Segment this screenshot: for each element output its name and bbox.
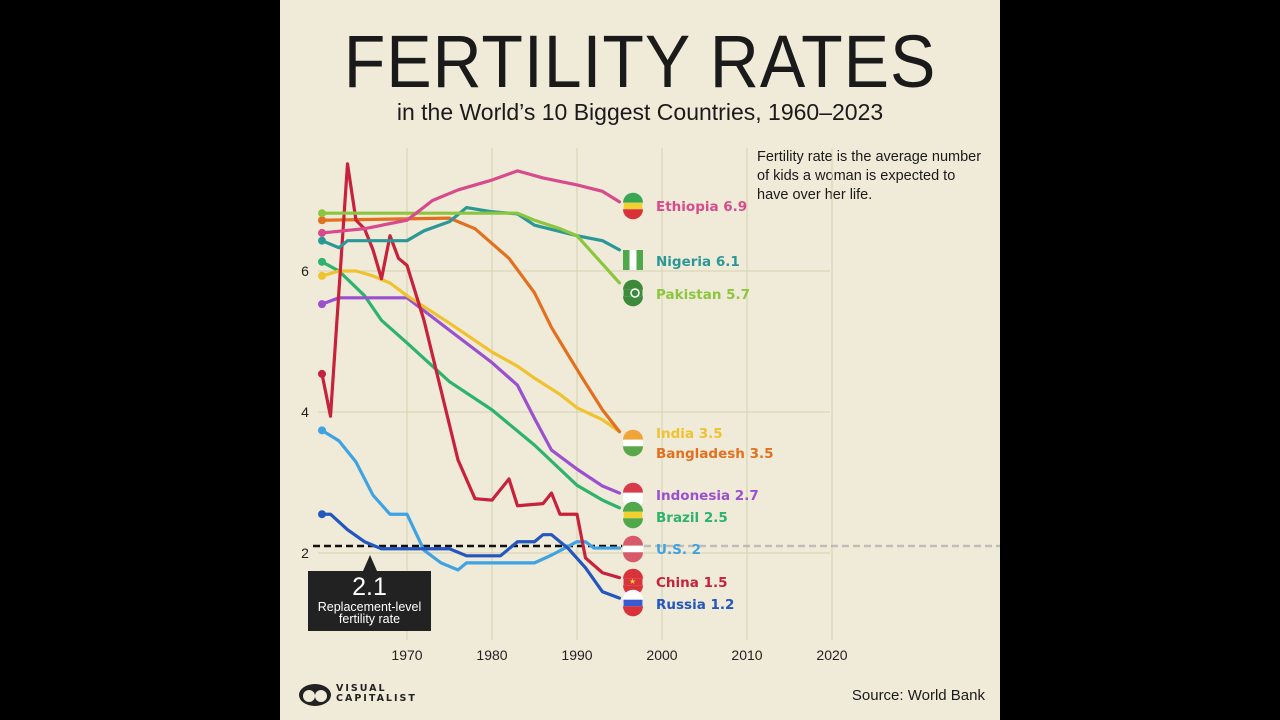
- series-label-us: U.S. 2: [656, 542, 701, 558]
- y-tick-label: 4: [301, 404, 309, 420]
- x-tick-label: 2000: [646, 647, 677, 663]
- replacement-text-2: fertility rate: [338, 612, 401, 626]
- series-line-ethiopia: [320, 169, 622, 235]
- replacement-text-1: Replacement-level: [317, 600, 422, 614]
- series-start-point: [318, 228, 326, 237]
- visual-capitalist-logo: VISUAL CAPITALIST: [298, 681, 417, 707]
- us-flag-icon: [623, 535, 643, 563]
- series-label-pakistan: Pakistan 5.7: [656, 287, 750, 303]
- series-start-point: [318, 236, 326, 245]
- series-line-bangladesh: [320, 216, 622, 434]
- ethiopia-flag-icon: [623, 192, 643, 220]
- replacement-level-callout: 2.1 Replacement-level fertility rate: [308, 571, 431, 631]
- series-line-indonesia: [320, 296, 622, 495]
- y-tick-label: 6: [301, 263, 309, 279]
- series-label-ethiopia: Ethiopia 6.9: [656, 199, 747, 215]
- chart-subtitle: in the World’s 10 Biggest Countries, 196…: [396, 99, 884, 125]
- series-start-point: [318, 300, 326, 309]
- series-line-pakistan: [320, 211, 622, 285]
- series-label-russia: Russia 1.2: [656, 597, 734, 613]
- x-tick-label: 1980: [476, 647, 507, 663]
- source-note: Source: World Bank: [851, 687, 985, 704]
- series-line-brazil: [320, 260, 622, 510]
- series-label-brazil: Brazil 2.5: [656, 510, 728, 526]
- series-label-bangladesh: Bangladesh 3.5: [656, 446, 774, 462]
- x-tick-label: 1970: [391, 647, 422, 663]
- series-line-india: [320, 269, 622, 434]
- logo-icon: [299, 684, 331, 706]
- callout-arrow: [363, 555, 377, 571]
- series-label-china: China 1.5: [656, 575, 727, 591]
- svg-text:★: ★: [629, 577, 636, 586]
- series-start-point: [318, 216, 326, 225]
- x-tick-label: 2010: [731, 647, 762, 663]
- series-start-point: [318, 209, 326, 218]
- series-start-point: [318, 271, 326, 280]
- x-tick-label: 2020: [816, 647, 847, 663]
- replacement-value: 2.1: [352, 573, 387, 601]
- series-start-point: [318, 257, 326, 266]
- series-line-us: [320, 428, 622, 572]
- logo-line1: VISUAL: [336, 683, 387, 694]
- definition-note: Fertility rate is the average number of …: [757, 149, 982, 203]
- series-start-point: [318, 369, 326, 378]
- indonesia-flag-icon: [623, 482, 643, 510]
- series-label-indonesia: Indonesia 2.7: [656, 488, 759, 504]
- series-start-point: [318, 510, 326, 519]
- nigeria-flag-icon: [623, 250, 643, 270]
- logo-line2: CAPITALIST: [336, 693, 417, 704]
- series-start-point: [318, 426, 326, 435]
- pakistan-flag-icon: [623, 279, 643, 307]
- series-line-russia: [320, 512, 622, 600]
- y-tick-label: 2: [301, 545, 309, 561]
- x-tick-label: 1990: [561, 647, 592, 663]
- chart-title: FERTILITY RATES: [343, 20, 937, 103]
- series-label-india: India 3.5: [656, 426, 723, 442]
- series-label-nigeria: Nigeria 6.1: [656, 254, 740, 270]
- brazil-flag-icon: [623, 501, 643, 529]
- russia-flag-icon: [623, 589, 643, 617]
- india-flag-icon: [623, 429, 643, 457]
